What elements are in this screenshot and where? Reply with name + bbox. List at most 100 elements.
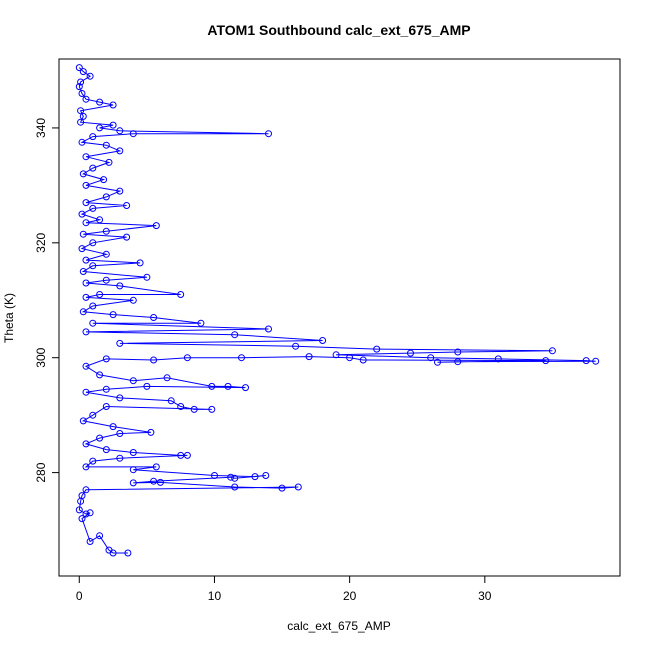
data-point (177, 291, 185, 298)
data-point (427, 354, 435, 362)
data-point (582, 357, 590, 365)
data-point (82, 181, 90, 189)
data-point (109, 101, 117, 109)
plot-frame (58, 58, 621, 577)
data-point (116, 187, 124, 195)
data-point (548, 347, 556, 355)
data-point (82, 153, 90, 161)
data-point (109, 549, 117, 557)
x-axis: 0 10 20 30 (76, 575, 492, 603)
data-point (75, 506, 83, 514)
data-point (152, 463, 160, 471)
chart-title: ATOM1 Southbound calc_ext_675_AMP (207, 22, 470, 38)
data-point (102, 250, 110, 258)
data-point (129, 479, 137, 487)
data-point (292, 342, 300, 350)
data-point (454, 358, 462, 366)
data-point (102, 446, 110, 454)
data-point (78, 90, 86, 97)
data-point (82, 293, 90, 301)
data-point (129, 130, 137, 138)
data-point (86, 538, 94, 545)
data-point (82, 486, 90, 494)
data-point (123, 202, 131, 209)
data-point (79, 68, 87, 76)
data-point (231, 483, 239, 491)
y-axis-label: Theta (K) (2, 293, 16, 343)
data-point (592, 357, 600, 365)
data-point (152, 222, 160, 230)
data-point (96, 532, 104, 540)
data-point (79, 417, 87, 425)
data-point (102, 403, 110, 410)
data-point (542, 357, 550, 365)
data-point (89, 457, 97, 465)
data-point (78, 210, 86, 218)
data-point (265, 325, 272, 333)
data-point (82, 199, 90, 207)
data-point (434, 358, 441, 366)
data-point (77, 497, 85, 505)
data-point (100, 176, 108, 184)
data-point (143, 382, 151, 390)
data-point (89, 164, 97, 172)
data-point (227, 473, 235, 481)
data-point (116, 127, 124, 135)
data-point (77, 78, 85, 86)
data-point (278, 484, 286, 492)
data-point (75, 64, 83, 72)
data-point (251, 473, 259, 481)
data-point (89, 411, 97, 419)
data-point (79, 308, 87, 316)
data-point (129, 296, 137, 304)
data-point (129, 377, 137, 385)
data-point (124, 549, 132, 557)
data-point (129, 466, 137, 474)
data-point (79, 112, 87, 120)
data-point (82, 279, 90, 287)
data-point (116, 339, 124, 347)
data-point (82, 362, 90, 370)
data-point (105, 158, 113, 166)
data-point (262, 472, 270, 479)
data-point (89, 133, 97, 141)
x-tick-label: 10 (208, 589, 222, 603)
data-point (163, 374, 171, 382)
data-point (79, 268, 87, 275)
data-point (359, 356, 367, 364)
data-point (116, 454, 124, 462)
data-point (116, 282, 124, 290)
x-tick-label: 30 (478, 589, 492, 603)
data-point (150, 356, 158, 364)
data-point (77, 107, 85, 115)
data-point (96, 371, 104, 379)
data-point (208, 382, 216, 390)
data-point (129, 449, 137, 456)
data-point (109, 121, 117, 129)
data-point (150, 314, 158, 321)
data-point (82, 95, 90, 103)
y-tick-label: 280 (34, 462, 48, 482)
data-point (78, 245, 86, 253)
y-tick-label: 300 (34, 347, 48, 367)
data-point (265, 130, 272, 138)
data-point (102, 227, 110, 235)
data-point (183, 451, 191, 459)
data-point (96, 98, 104, 106)
data-point (147, 428, 155, 436)
data-point (82, 328, 90, 336)
data-point (82, 256, 90, 264)
data-point (211, 472, 218, 479)
x-tick-label: 20 (343, 589, 357, 603)
data-point (177, 403, 185, 410)
plot-area (75, 64, 600, 557)
data-point (332, 351, 340, 359)
data-point (242, 384, 249, 392)
data-point (183, 354, 191, 362)
data-point (86, 72, 94, 80)
y-axis: 280 300 320 340 (34, 118, 60, 483)
data-point (231, 474, 239, 482)
data-point (82, 219, 90, 227)
y-tick-label: 340 (34, 118, 48, 138)
